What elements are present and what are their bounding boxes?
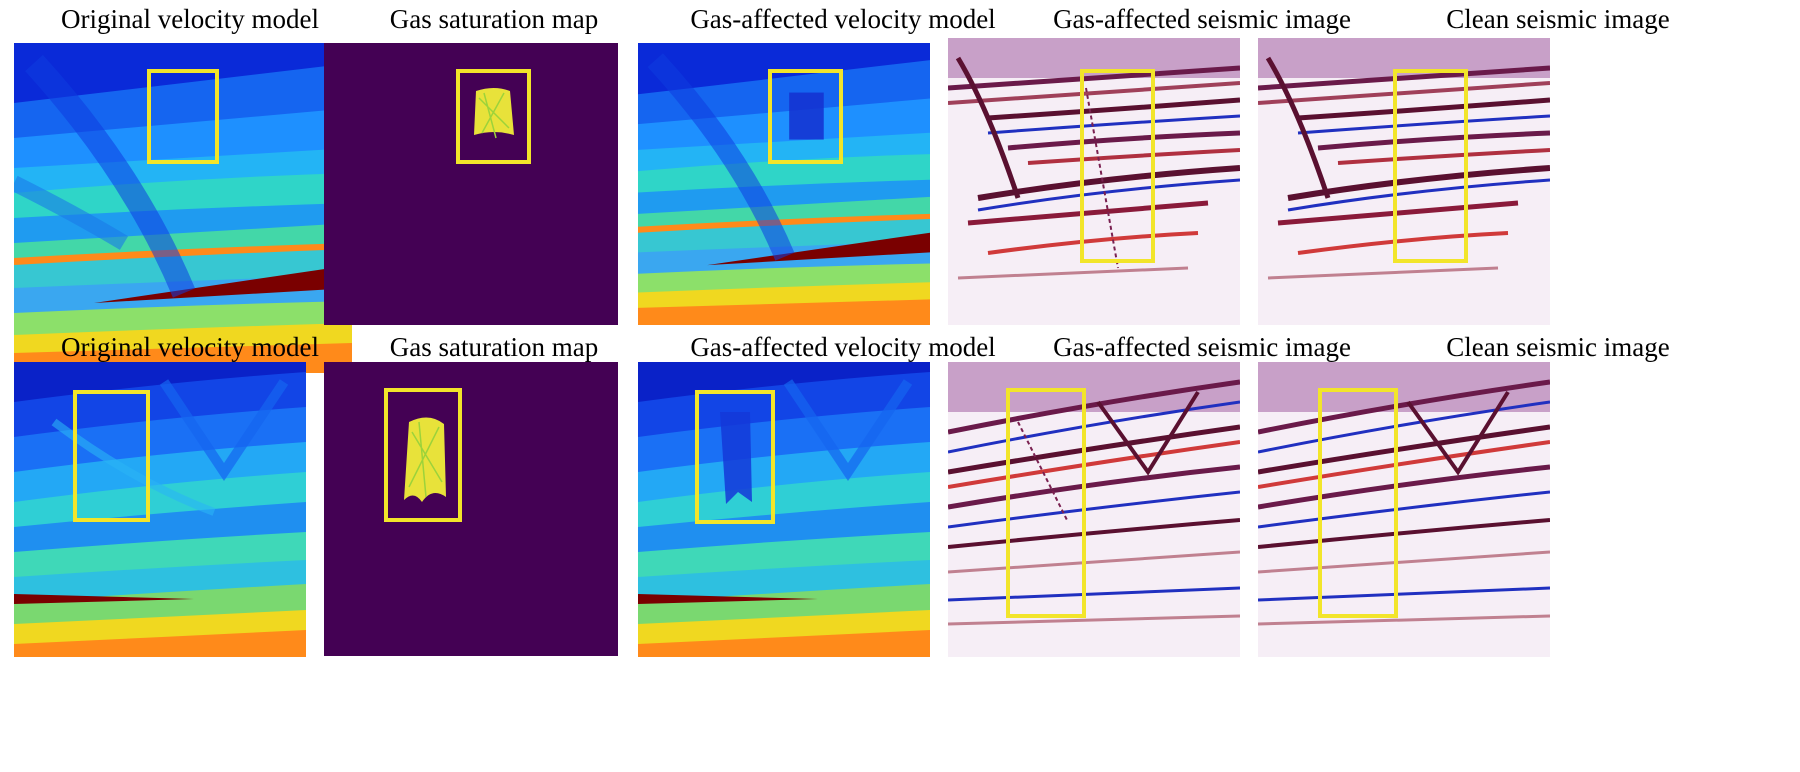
- velocity-model-image: [638, 362, 930, 657]
- gas-affected-seismic-image-panel: [948, 38, 1240, 325]
- gas-affected-seismic-image-panel: [948, 362, 1240, 657]
- panel-title: Gas saturation map: [389, 332, 599, 362]
- gas-saturation-map-panel: [324, 362, 618, 656]
- highlight-box: [1318, 388, 1398, 618]
- original-velocity-model-panel: [14, 43, 352, 373]
- saturation-map-image: [324, 362, 618, 656]
- panel-title: Original velocity model: [61, 332, 319, 362]
- panel-title: Gas-affected velocity model: [690, 4, 996, 34]
- panel-title: Gas-affected seismic image: [1053, 4, 1351, 34]
- highlight-box: [1006, 388, 1086, 618]
- highlight-box: [147, 69, 219, 164]
- highlight-box: [456, 69, 531, 164]
- panel-title: Gas saturation map: [389, 4, 599, 34]
- gas-saturation-map-panel: [324, 43, 618, 325]
- original-velocity-model-panel: [14, 362, 306, 657]
- gas-affected-velocity-model-panel: [638, 43, 930, 325]
- panel-title: Clean seismic image: [1446, 4, 1670, 34]
- panel-title: Gas-affected velocity model: [690, 332, 996, 362]
- saturation-map-image: [324, 43, 618, 325]
- highlight-box: [695, 390, 775, 524]
- panel-title: Original velocity model: [61, 4, 319, 34]
- velocity-model-image: [14, 362, 306, 657]
- seismic-image: [1258, 362, 1550, 657]
- gas-affected-velocity-model-panel: [638, 362, 930, 657]
- highlight-box: [1080, 69, 1155, 263]
- seismic-image: [948, 362, 1240, 657]
- clean-seismic-image-panel: [1258, 362, 1550, 657]
- highlight-box: [768, 69, 843, 164]
- panel-title: Clean seismic image: [1446, 332, 1670, 362]
- highlight-box: [1393, 69, 1468, 263]
- velocity-model-image: [14, 43, 352, 373]
- highlight-box: [384, 388, 462, 522]
- highlight-box: [73, 390, 150, 522]
- panel-title: Gas-affected seismic image: [1053, 332, 1351, 362]
- velocity-model-image: [638, 43, 930, 325]
- seismic-image: [948, 38, 1240, 325]
